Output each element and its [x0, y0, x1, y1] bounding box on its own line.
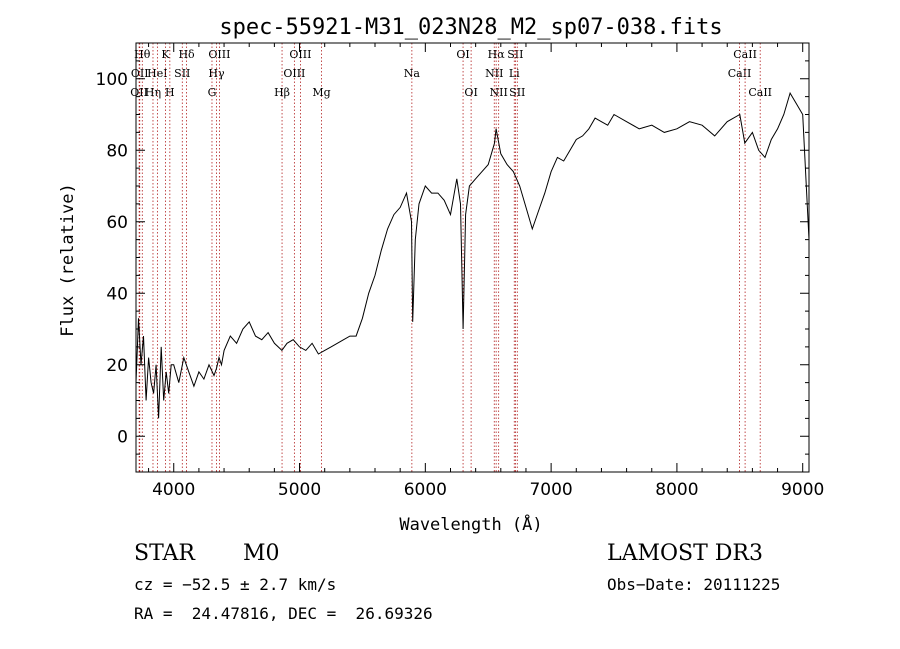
- line-marker-label-0: Hθ: [134, 48, 151, 61]
- spectrum-line-0: [135, 91, 810, 419]
- line-marker-label-25: CaII: [728, 67, 752, 80]
- line-marker-label-1: OII: [131, 67, 149, 80]
- line-marker-label-23: SII: [507, 48, 523, 61]
- line-marker-label-15: Mg: [312, 86, 330, 99]
- observation-date: Obs−Date: 20111225: [607, 575, 781, 594]
- line-marker-label-8: Hδ: [178, 48, 195, 61]
- plot-frame: [135, 42, 810, 473]
- redshift-velocity: cz = −52.5 ± 2.7 km/s: [134, 575, 337, 594]
- line-marker-label-12: Hβ: [274, 86, 290, 99]
- line-marker-label-21: NII: [490, 86, 508, 99]
- line-marker-label-24: SII: [509, 86, 525, 99]
- line-marker-label-10: G: [208, 86, 217, 99]
- sky-coordinates: RA = 24.47816, DEC = 26.69326: [134, 604, 433, 623]
- object-subclass: M0: [243, 541, 280, 566]
- x-axis-label: Wavelength (Å): [399, 513, 542, 535]
- survey-name: LAMOST DR3: [607, 541, 763, 566]
- spectral-line-markers: HθOIIOIIHηHeIKHSIIHδHγGOIIIHβOIIIOIIIMgN…: [130, 43, 772, 472]
- spectrum-series: [135, 91, 810, 419]
- x-tick-label-9000: 9000: [781, 480, 824, 500]
- x-axis: 4000 5000 6000 7000 8000 9000: [148, 43, 824, 500]
- line-marker-label-14: OIII: [289, 48, 311, 61]
- y-axis-label: Flux (relative): [58, 183, 78, 337]
- line-marker-label-4: HeI: [147, 67, 167, 80]
- line-marker-label-27: CaII: [748, 86, 772, 99]
- line-marker-label-2: OII: [130, 86, 148, 99]
- line-marker-label-13: OIII: [283, 67, 305, 80]
- y-tick-label-0: 0: [117, 427, 128, 447]
- x-tick-label-8000: 8000: [655, 480, 698, 500]
- line-marker-label-5: K: [161, 48, 170, 61]
- y-tick-label-20: 20: [106, 356, 128, 376]
- line-marker-label-11: OIII: [208, 48, 230, 61]
- line-marker-label-6: H: [165, 86, 175, 99]
- y-tick-label-40: 40: [106, 284, 128, 304]
- x-tick-label-4000: 4000: [152, 480, 195, 500]
- line-marker-label-22: Li: [509, 67, 520, 80]
- line-marker-label-19: NII: [485, 67, 503, 80]
- y-tick-label-60: 60: [106, 213, 128, 233]
- line-marker-label-16: Na: [404, 67, 421, 80]
- y-tick-label-100: 100: [96, 70, 128, 90]
- line-marker-label-9: Hγ: [208, 67, 225, 80]
- line-marker-label-20: Hα: [488, 48, 506, 61]
- y-tick-label-80: 80: [106, 141, 128, 161]
- line-marker-label-17: OI: [456, 48, 469, 61]
- x-tick-label-7000: 7000: [529, 480, 572, 500]
- line-marker-label-3: Hη: [145, 86, 161, 99]
- x-tick-label-6000: 6000: [404, 480, 447, 500]
- y-axis: 0 20 40 60 80 100: [96, 42, 809, 473]
- x-tick-label-5000: 5000: [278, 480, 321, 500]
- line-marker-label-7: SII: [174, 67, 190, 80]
- chart-title: spec-55921-M31_023N28_M2_sp07-038.fits: [219, 15, 722, 40]
- line-marker-label-26: CaII: [733, 48, 757, 61]
- object-class: STAR: [134, 541, 195, 566]
- line-marker-label-18: OI: [464, 86, 477, 99]
